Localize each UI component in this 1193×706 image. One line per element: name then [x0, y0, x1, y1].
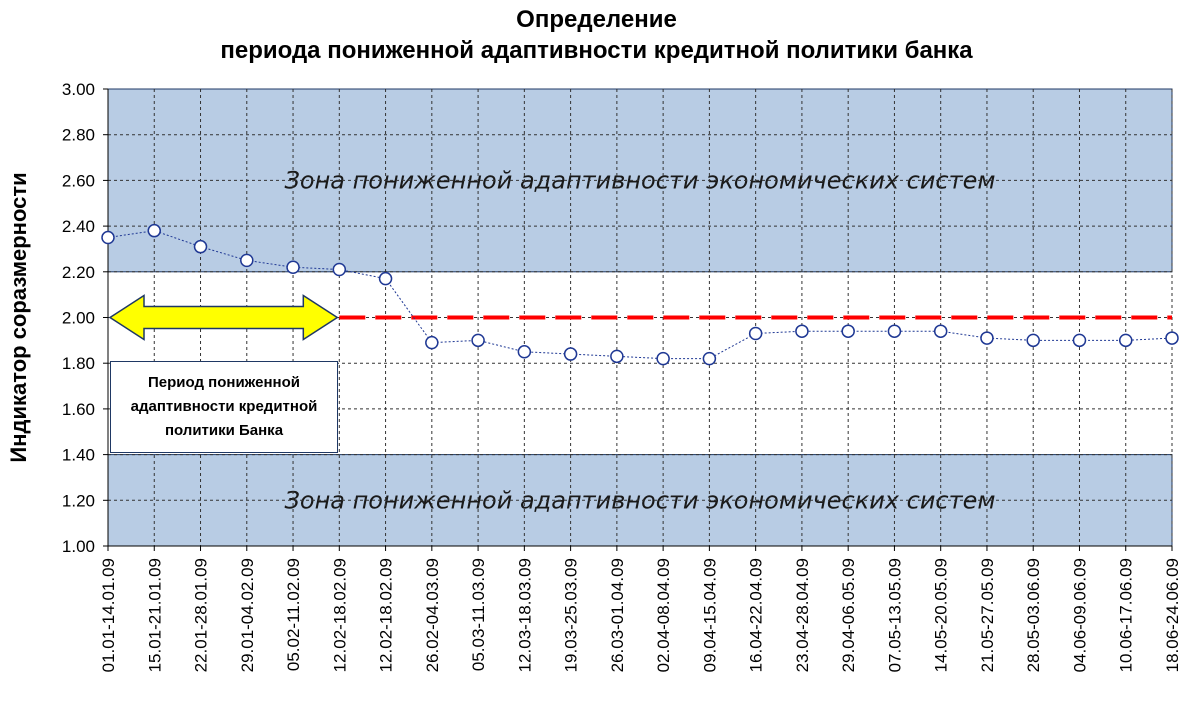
- period-double-arrow: [108, 294, 339, 341]
- x-tick-label: 14.05-20.05.09: [932, 558, 951, 672]
- x-tick-label: 04.06-09.06.09: [1070, 558, 1089, 672]
- y-tick-label: 2.40: [62, 217, 95, 236]
- x-tick-label: 26.02-04.03.09: [423, 558, 442, 672]
- x-tick-label: 29.01-04.02.09: [238, 558, 257, 672]
- period-annotation-box: Период пониженной адаптивности кредитной…: [110, 361, 338, 453]
- x-tick-label: 12.02-18.02.09: [377, 558, 396, 672]
- zone-band: [107, 88, 1173, 273]
- data-point: [980, 331, 994, 345]
- data-point: [1026, 333, 1040, 348]
- data-point: [332, 262, 347, 277]
- x-tick-label: 15.01-21.01.09: [145, 558, 164, 672]
- data-point: [378, 271, 393, 286]
- x-tick-label: 01.01-14.01.09: [99, 558, 118, 672]
- x-tick-label: 23.04-28.04.09: [793, 558, 812, 672]
- data-point: [286, 260, 300, 274]
- period-arrow-layer: [108, 294, 339, 341]
- y-tick-label: 1.00: [62, 537, 95, 556]
- data-point: [517, 345, 532, 359]
- y-tick-label: 2.00: [62, 309, 95, 328]
- data-point: [610, 349, 624, 364]
- y-tick-label: 2.60: [62, 171, 95, 190]
- data-point: [841, 324, 855, 338]
- zone-band: [107, 454, 1173, 547]
- x-tick-label: 28.05-03.06.09: [1024, 558, 1043, 672]
- x-tick-label: 02.04-08.04.09: [654, 558, 673, 672]
- y-tick-label: 1.40: [62, 446, 95, 465]
- data-point: [1118, 333, 1133, 348]
- x-tick-label: 16.04-22.04.09: [747, 558, 766, 672]
- x-tick-label: 10.06-17.06.09: [1117, 558, 1136, 672]
- y-axis-label: Индикатор соразмерности: [6, 172, 31, 462]
- x-tick-label: 22.01-28.01.09: [192, 558, 211, 672]
- series-line: [107, 230, 1173, 360]
- data-point: [1072, 333, 1087, 348]
- x-tick-labels: 01.01-14.01.09 15.01-21.01.09 22.01-28.01.…: [99, 558, 1182, 672]
- data-point: [887, 324, 902, 338]
- x-tick-label: 12.02-18.02.09: [330, 558, 349, 672]
- x-tick-label: 09.04-15.04.09: [700, 558, 719, 672]
- data-point: [795, 324, 809, 338]
- data-point: [193, 239, 208, 254]
- x-tick-label: 19.03-25.03.09: [562, 558, 581, 672]
- series-layer: [101, 223, 1179, 366]
- y-tick-label: 2.80: [62, 126, 95, 145]
- x-tick-label: 05.03-11.03.09: [469, 558, 488, 671]
- axes-layer: [103, 88, 1173, 551]
- data-point: [933, 324, 948, 338]
- x-tick-label: 12.03-18.03.09: [515, 558, 534, 672]
- x-tick-label: 29.04-06.05.09: [839, 558, 858, 672]
- data-point: [147, 223, 162, 238]
- x-tick-label: 07.05-13.05.09: [885, 558, 904, 672]
- period-annotation-label: Период пониженной адаптивности кредитной…: [130, 374, 318, 439]
- chart-title: Определение периода пониженной адаптивно…: [0, 4, 1193, 66]
- chart-title-line-1: Определение: [516, 6, 677, 33]
- zones-layer: Зона пониженной адаптивности экономическ…: [107, 88, 1173, 547]
- data-point: [656, 351, 670, 366]
- y-tick-label: 1.20: [62, 491, 95, 510]
- x-tick-label: 05.02-11.02.09: [284, 558, 303, 671]
- x-tick-label: 26.03-01.04.09: [608, 558, 627, 672]
- chart-title-line-2: периода пониженной адаптивности кредитно…: [220, 37, 973, 64]
- y-tick-label: 1.80: [62, 354, 95, 373]
- x-tick-label: 18.06-24.06.09: [1163, 558, 1182, 672]
- y-tick-label: 1.60: [62, 400, 95, 419]
- data-point: [101, 230, 115, 245]
- data-point: [425, 335, 439, 350]
- y-tick-labels: 1.00 1.20 1.40 1.60 1.80 2.00 2.20 2.40 2.60 2.80…: [62, 80, 95, 556]
- y-tick-label: 2.20: [62, 263, 95, 282]
- data-point: [748, 326, 763, 341]
- data-point: [702, 351, 717, 366]
- data-point: [471, 333, 485, 348]
- data-point: [563, 347, 578, 361]
- y-tick-label: 3.00: [62, 80, 95, 99]
- data-point: [240, 253, 254, 268]
- x-tick-label: 21.05-27.05.09: [978, 558, 997, 672]
- data-point: [1165, 331, 1179, 345]
